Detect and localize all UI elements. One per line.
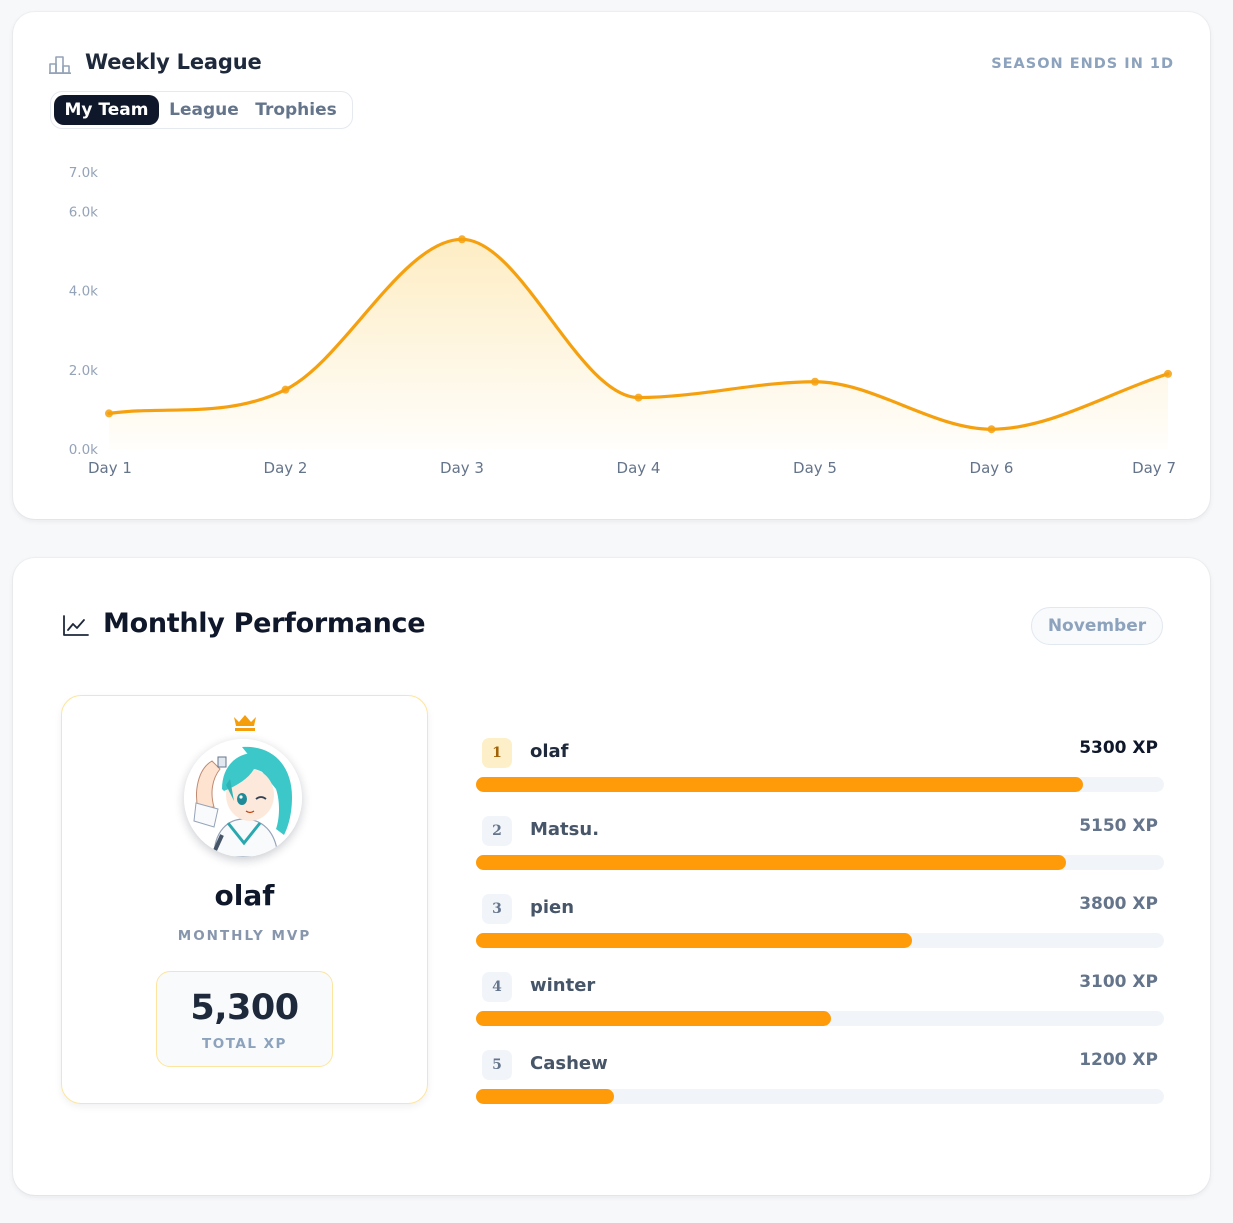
- mvp-avatar: [184, 739, 302, 857]
- player-name: winter: [530, 975, 596, 996]
- rank-badge: 5: [482, 1050, 512, 1080]
- xp-progress-fill: [476, 1011, 831, 1026]
- chart-data-point[interactable]: [634, 393, 643, 402]
- tab-my-team[interactable]: My Team: [54, 95, 159, 125]
- chart-data-point[interactable]: [281, 385, 290, 394]
- chart-data-point[interactable]: [105, 409, 113, 418]
- mvp-xp-box: 5,300 TOTAL XP: [156, 971, 333, 1067]
- leaderboard-row[interactable]: 4 winter 3100 XP: [476, 972, 1164, 1032]
- x-tick-label: Day 3: [440, 459, 484, 477]
- weekly-xp-chart: 0.0k 2.0k 4.0k 6.0k 7.0k Day 1 Day 2 Day 3 Day …: [69, 165, 1176, 477]
- tab-league[interactable]: League: [169, 100, 239, 120]
- xp-progress-track: [476, 933, 1164, 948]
- leaderboard-row[interactable]: 2 Matsu. 5150 XP: [476, 816, 1164, 876]
- month-selector[interactable]: November: [1031, 607, 1163, 645]
- crown-icon: [234, 715, 256, 731]
- x-tick-label: Day 5: [793, 459, 837, 477]
- league-tabs: My Team League Trophies: [50, 91, 353, 129]
- rank-badge: 2: [482, 816, 512, 846]
- player-xp: 5150 XP: [1079, 816, 1158, 836]
- y-tick-label: 0.0k: [69, 442, 98, 458]
- x-tick-label: Day 6: [970, 459, 1014, 477]
- player-name: Cashew: [530, 1053, 608, 1074]
- xp-progress-fill: [476, 933, 912, 948]
- rank-badge: 1: [482, 738, 512, 768]
- monthly-performance-card: Monthly Performance November: [13, 558, 1210, 1195]
- x-tick-label: Day 4: [617, 459, 661, 477]
- y-tick-label: 4.0k: [69, 284, 98, 300]
- y-tick-label: 2.0k: [69, 363, 98, 379]
- mvp-card: olaf MONTHLY MVP 5,300 TOTAL XP: [61, 695, 428, 1104]
- player-xp: 1200 XP: [1079, 1050, 1158, 1070]
- player-xp: 5300 XP: [1079, 738, 1158, 758]
- xp-progress-track: [476, 1089, 1164, 1104]
- player-xp: 3100 XP: [1079, 972, 1158, 992]
- chart-data-point[interactable]: [458, 235, 466, 244]
- chart-area-fill: [109, 239, 1168, 449]
- mvp-xp-label: TOTAL XP: [202, 1036, 287, 1052]
- monthly-performance-title: Monthly Performance: [103, 608, 426, 639]
- x-tick-label: Day 1: [88, 459, 132, 477]
- podium-icon: [49, 56, 71, 74]
- x-tick-label: Day 2: [264, 459, 308, 477]
- leaderboard-row[interactable]: 3 pien 3800 XP: [476, 894, 1164, 954]
- anime-avatar: [184, 739, 302, 857]
- y-tick-label: 6.0k: [69, 205, 98, 221]
- line-chart-icon: [63, 615, 89, 636]
- leaderboard-row[interactable]: 1 olaf 5300 XP: [476, 738, 1164, 798]
- weekly-league-card: Weekly League SEASON ENDS IN 1D My Team …: [13, 12, 1210, 519]
- weekly-league-title: Weekly League: [85, 50, 262, 74]
- xp-progress-fill: [476, 1089, 614, 1104]
- xp-progress-track: [476, 1011, 1164, 1026]
- rank-badge: 3: [482, 894, 512, 924]
- mvp-xp-value: 5,300: [190, 988, 299, 1028]
- chart-data-point[interactable]: [987, 425, 996, 434]
- xp-progress-track: [476, 777, 1164, 792]
- player-name: pien: [530, 897, 575, 918]
- mvp-name: olaf: [214, 879, 275, 912]
- x-tick-label: Day 7: [1132, 459, 1176, 477]
- xp-progress-fill: [476, 777, 1083, 792]
- rank-badge: 4: [482, 972, 512, 1002]
- mvp-label: MONTHLY MVP: [177, 928, 312, 944]
- player-xp: 3800 XP: [1079, 894, 1158, 914]
- leaderboard-row[interactable]: 5 Cashew 1200 XP: [476, 1050, 1164, 1110]
- chart-data-point[interactable]: [1164, 369, 1172, 378]
- season-countdown: SEASON ENDS IN 1D: [991, 56, 1174, 72]
- xp-progress-fill: [476, 855, 1066, 870]
- chart-data-point[interactable]: [811, 377, 819, 386]
- xp-progress-track: [476, 855, 1164, 870]
- tab-trophies[interactable]: Trophies: [255, 100, 337, 120]
- player-name: Matsu.: [530, 819, 600, 840]
- y-tick-label: 7.0k: [69, 165, 98, 181]
- player-name: olaf: [530, 741, 569, 762]
